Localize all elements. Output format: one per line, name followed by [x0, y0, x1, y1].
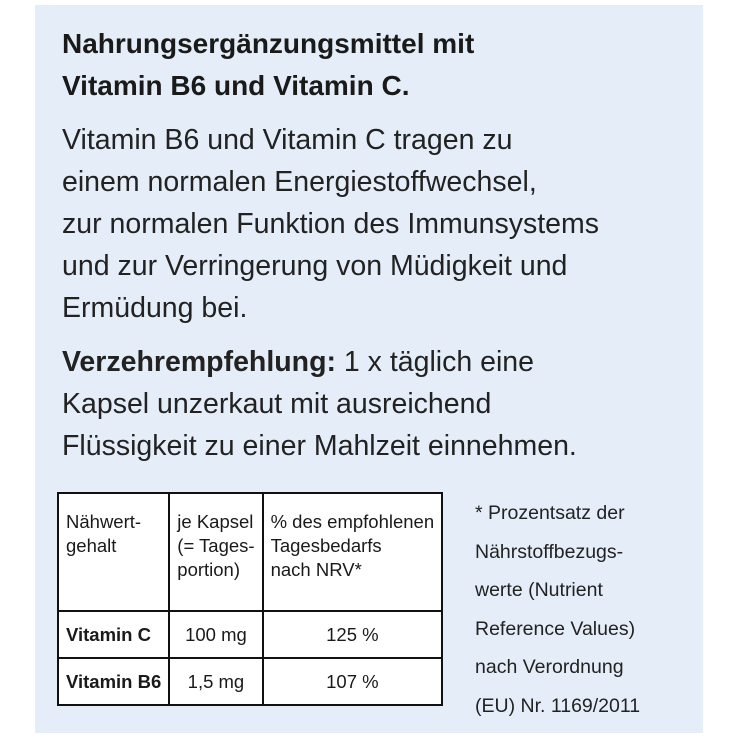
header-text: portion) — [177, 559, 241, 580]
recommendation-line-3: Flüssigkeit zu einer Mahlzeit einnehmen. — [62, 430, 577, 462]
table-row: Vitamin C 100 mg 125 % — [56, 610, 444, 659]
nutrient-cell: Vitamin B6 — [56, 657, 171, 706]
footnote-line: Nährstoffbezugs- — [475, 540, 624, 563]
amount-cell: 100 mg — [168, 610, 264, 659]
header-nrv: % des empfohlenen Tagesbedarfs nach NRV* — [261, 492, 444, 612]
recommendation-label: Verzehrempfehlung: — [62, 346, 336, 378]
description-line-2: einem normalen Energiestoffwechsel, — [62, 166, 537, 198]
nutrient-cell: Vitamin C — [56, 610, 171, 659]
table-header-row: Nähwert-gehalt je Kapsel (= Tages-portion… — [56, 492, 444, 612]
nutrition-table: Nähwert-gehalt je Kapsel (= Tages-portion… — [56, 492, 444, 706]
title-line-1: Nahrungsergänzungsmittel mit — [62, 28, 475, 59]
header-amount: je Kapsel (= Tages-portion) — [168, 492, 264, 612]
amount-cell: 1,5 mg — [168, 657, 264, 706]
description-line-3: zur normalen Funktion des Immunsystems — [62, 208, 599, 240]
nrv-cell: 107 % — [261, 657, 444, 706]
header-text: (= Tages- — [177, 535, 255, 556]
description-line-4: und zur Verringerung von Müdigkeit und — [62, 250, 568, 282]
footnote: * Prozentsatz der Nährstoffbezugs- werte… — [475, 494, 640, 725]
header-nutrient: Nähwert-gehalt — [56, 492, 171, 612]
table-row: Vitamin B6 1,5 mg 107 % — [56, 657, 444, 706]
footnote-line: * Prozentsatz der — [475, 502, 625, 524]
recommendation-line-2: Kapsel unzerkaut mit ausreichend — [62, 388, 492, 420]
title-line-2: Vitamin B6 und Vitamin C. — [62, 70, 410, 101]
header-text: je Kapsel — [177, 511, 254, 532]
header-text: % des empfohlenen — [270, 511, 435, 532]
footnote-line: nach Verordnung — [475, 656, 624, 678]
header-text: gehalt — [66, 535, 117, 556]
footnote-line: Reference Values) — [475, 617, 636, 640]
nrv-cell: 125 % — [261, 610, 444, 659]
footnote-line: (EU) Nr. 1169/2011 — [475, 694, 641, 717]
recommendation-line-1: Verzehrempfehlung: 1 x täglich eine — [62, 346, 534, 379]
header-text: Tagesbedarfs — [270, 535, 382, 556]
header-text: nach NRV* — [270, 559, 362, 580]
description-line-5: Ermüdung bei. — [62, 292, 248, 324]
header-text: Nähwert- — [66, 511, 142, 532]
footnote-line: werte (Nutrient — [475, 579, 603, 601]
description-line-1: Vitamin B6 und Vitamin C tragen zu — [62, 124, 513, 156]
recommendation-text: 1 x täglich eine — [335, 346, 535, 378]
